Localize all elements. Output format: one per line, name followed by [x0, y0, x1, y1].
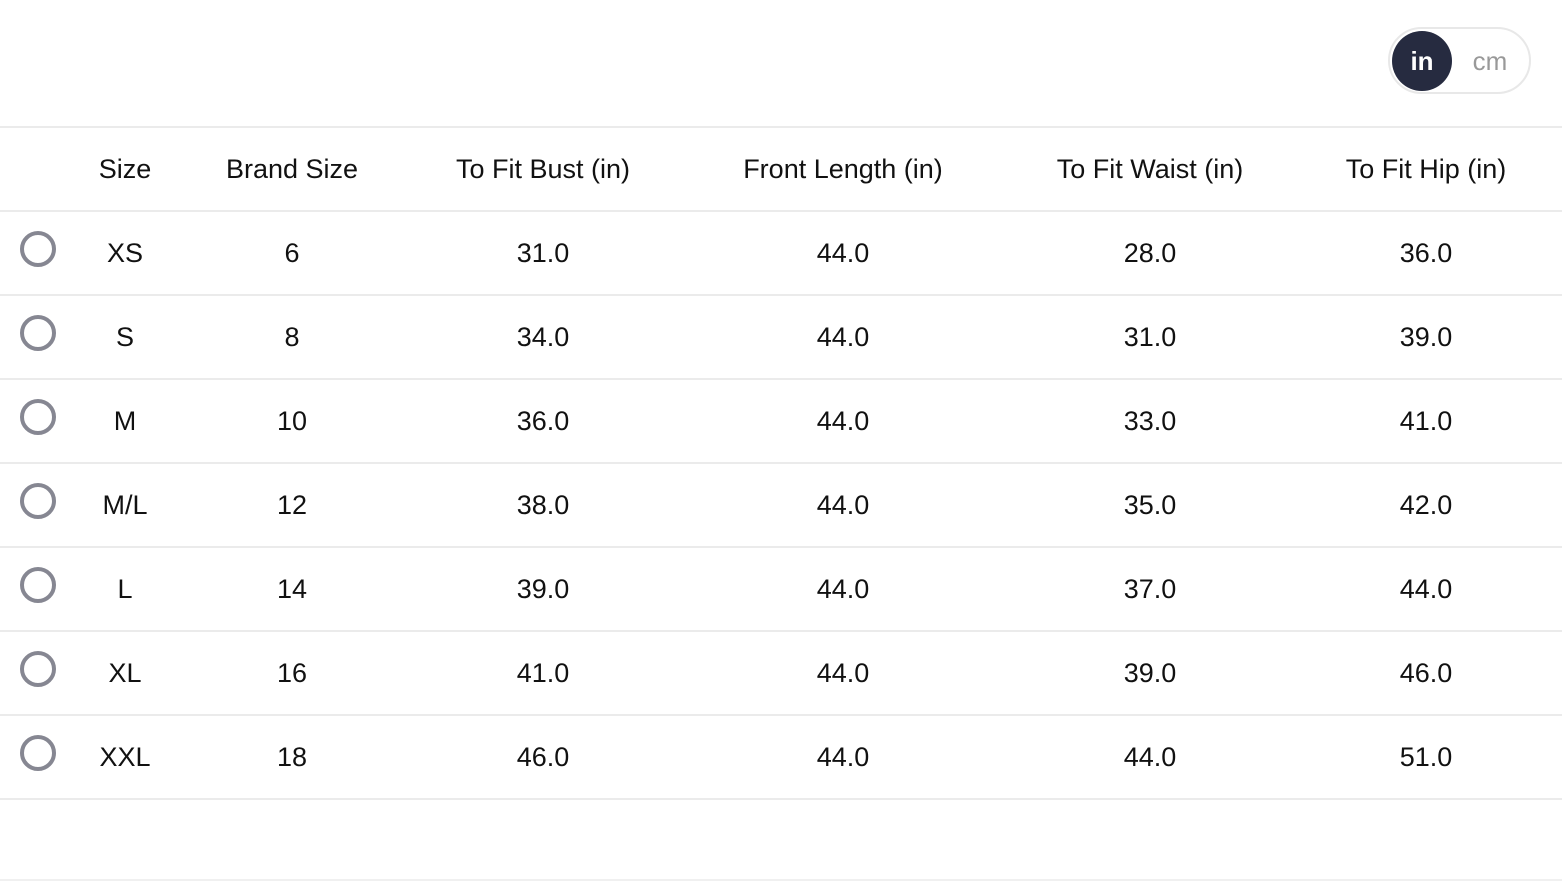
table-cell: 16 [174, 630, 410, 715]
table-cell: 39.0 [410, 546, 676, 631]
table-cell: 8 [174, 294, 410, 379]
table-cell: 44.0 [1010, 714, 1290, 800]
table-cell: 28.0 [1010, 210, 1290, 295]
table-row[interactable]: M 10 36.0 44.0 33.0 41.0 [0, 378, 1562, 463]
radio-cell [0, 210, 76, 295]
table-cell: 35.0 [1010, 462, 1290, 547]
table-row[interactable]: XS 6 31.0 44.0 28.0 36.0 [0, 210, 1562, 295]
table-row[interactable]: XL 16 41.0 44.0 39.0 46.0 [0, 630, 1562, 715]
table-cell: 10 [174, 378, 410, 463]
divider [0, 879, 1562, 881]
table-cell: 41.0 [1290, 378, 1562, 463]
unit-option-in[interactable]: in [1392, 31, 1452, 91]
table-cell: 39.0 [1010, 630, 1290, 715]
column-header: To Fit Hip (in) [1290, 126, 1562, 211]
table-cell: 41.0 [410, 630, 676, 715]
table-cell: 44.0 [676, 462, 1010, 547]
table-cell: 31.0 [410, 210, 676, 295]
table-cell: 44.0 [676, 378, 1010, 463]
table-cell: 44.0 [676, 294, 1010, 379]
radio-cell [0, 630, 76, 715]
table-cell: XS [76, 210, 174, 295]
table-cell: 46.0 [410, 714, 676, 800]
unit-option-cm[interactable]: cm [1472, 45, 1508, 76]
table-cell: 34.0 [410, 294, 676, 379]
table-row[interactable]: M/L 12 38.0 44.0 35.0 42.0 [0, 462, 1562, 547]
size-radio-button[interactable] [20, 567, 56, 603]
table-cell: 31.0 [1010, 294, 1290, 379]
table-cell: 44.0 [1290, 546, 1562, 631]
column-header: Front Length (in) [676, 126, 1010, 211]
table-row[interactable]: S 8 34.0 44.0 31.0 39.0 [0, 294, 1562, 379]
table-row[interactable]: L 14 39.0 44.0 37.0 44.0 [0, 546, 1562, 631]
radio-cell [0, 378, 76, 463]
table-cell: 51.0 [1290, 714, 1562, 800]
column-header: To Fit Bust (in) [410, 126, 676, 211]
table-cell: 42.0 [1290, 462, 1562, 547]
radio-cell [0, 294, 76, 379]
column-header: Brand Size [174, 126, 410, 211]
table-header-row: Size Brand Size To Fit Bust (in) Front Leng… [0, 126, 1562, 211]
size-chart-table: Size Brand Size To Fit Bust (in) Front Leng… [0, 126, 1562, 800]
size-radio-button[interactable] [20, 315, 56, 351]
table-cell: L [76, 546, 174, 631]
table-cell: 44.0 [676, 210, 1010, 295]
table-cell: M/L [76, 462, 174, 547]
column-header: To Fit Waist (in) [1010, 126, 1290, 211]
size-radio-button[interactable] [20, 399, 56, 435]
size-radio-button[interactable] [20, 651, 56, 687]
radio-cell [0, 546, 76, 631]
table-cell: 12 [174, 462, 410, 547]
table-cell: XL [76, 630, 174, 715]
table-cell: 37.0 [1010, 546, 1290, 631]
table-cell: 36.0 [410, 378, 676, 463]
size-radio-button[interactable] [20, 231, 56, 267]
table-cell: 39.0 [1290, 294, 1562, 379]
table-cell: XXL [76, 714, 174, 800]
table-cell: 36.0 [1290, 210, 1562, 295]
table-cell: M [76, 378, 174, 463]
table-cell: 44.0 [676, 546, 1010, 631]
column-header: Size [76, 126, 174, 211]
table-cell: 38.0 [410, 462, 676, 547]
radio-cell [0, 462, 76, 547]
size-radio-button[interactable] [20, 735, 56, 771]
table-cell: S [76, 294, 174, 379]
table-row[interactable]: XXL 18 46.0 44.0 44.0 51.0 [0, 714, 1562, 800]
table-cell: 6 [174, 210, 410, 295]
table-cell: 46.0 [1290, 630, 1562, 715]
table-cell: 44.0 [676, 630, 1010, 715]
column-header [0, 126, 76, 211]
table-cell: 33.0 [1010, 378, 1290, 463]
table-cell: 18 [174, 714, 410, 800]
table-cell: 44.0 [676, 714, 1010, 800]
size-radio-button[interactable] [20, 483, 56, 519]
table-cell: 14 [174, 546, 410, 631]
unit-toggle[interactable]: in cm [1388, 27, 1531, 94]
radio-cell [0, 714, 76, 800]
